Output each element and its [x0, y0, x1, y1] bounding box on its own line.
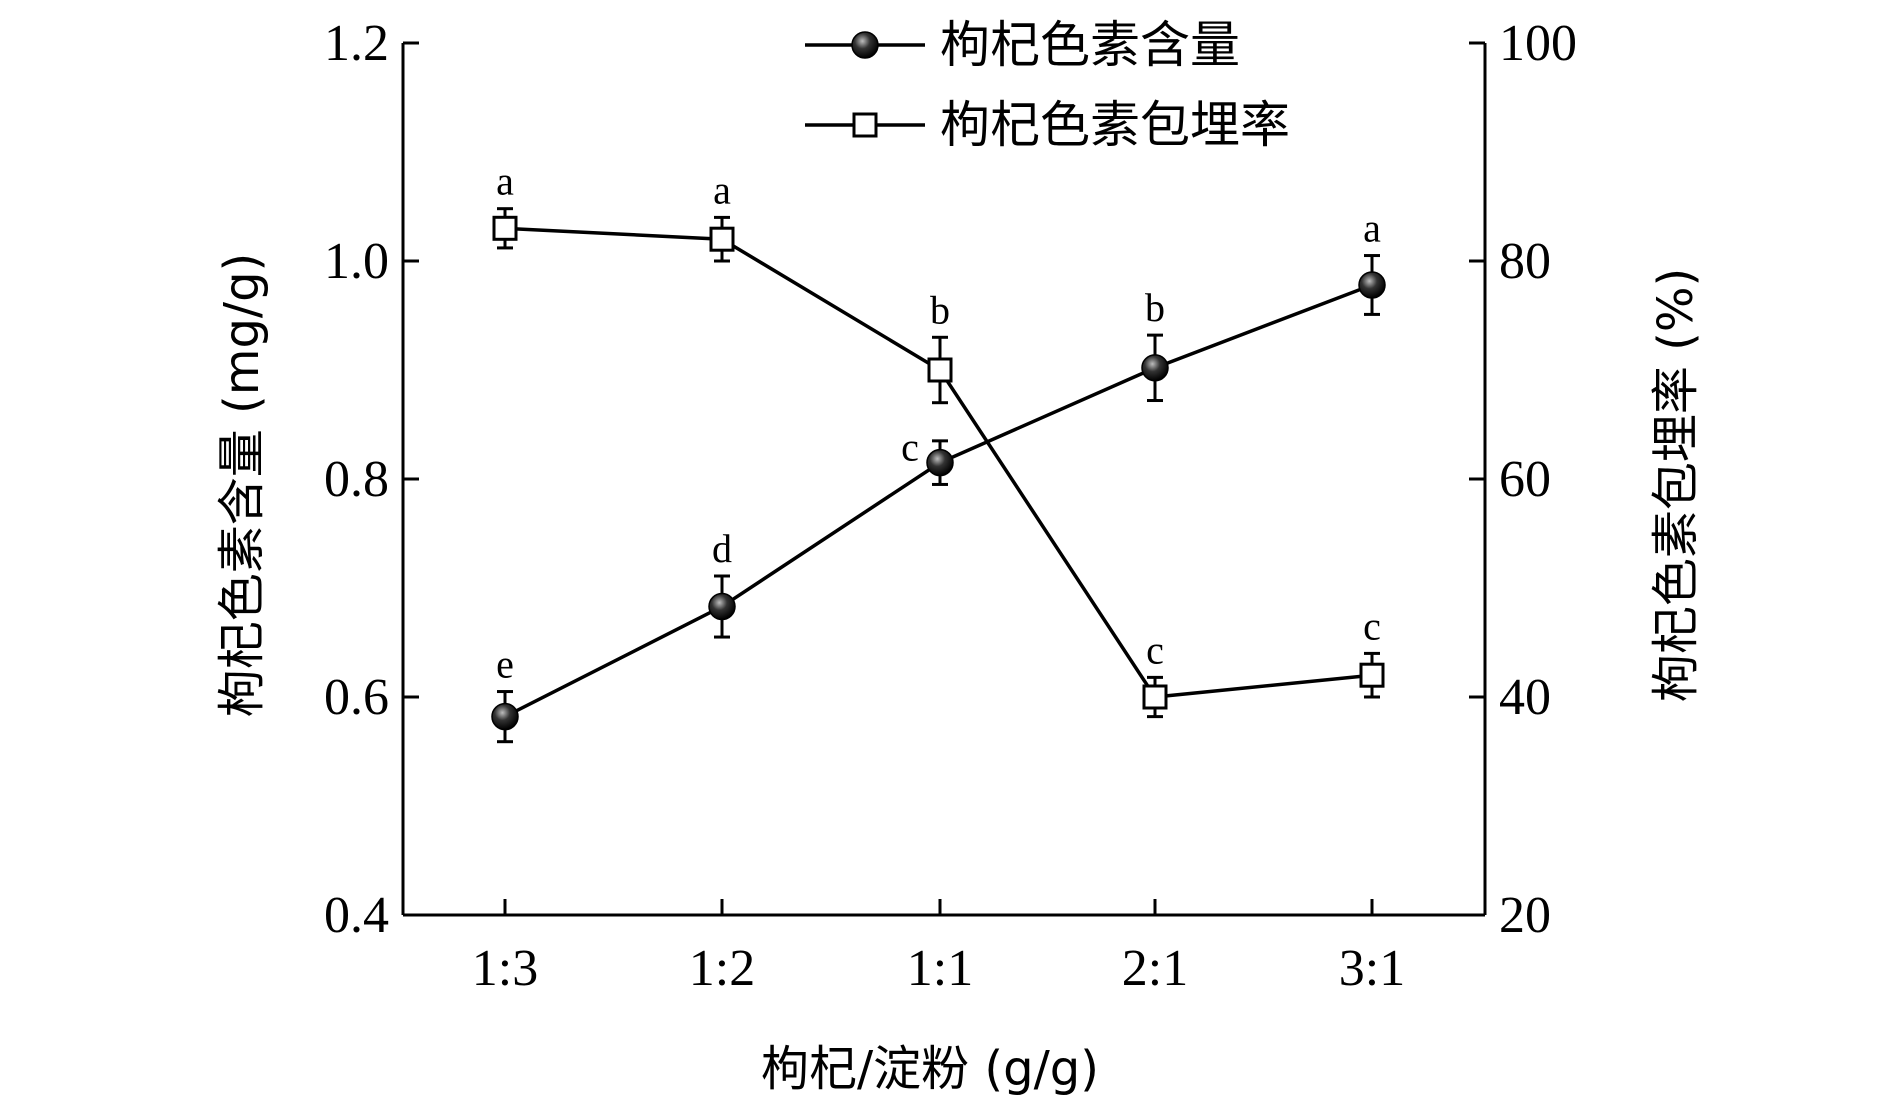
data-point	[927, 357, 953, 383]
y2-tick-label: 20	[1499, 887, 1551, 944]
y-tick-label: 1.0	[324, 233, 389, 290]
x-tick-label: 3:1	[1339, 940, 1405, 997]
x-tick-label: 1:2	[689, 940, 755, 997]
y2-axis-title: 枸杞色素包埋率 (%)	[1648, 268, 1704, 702]
significance-letter: e	[496, 642, 514, 687]
significance-letter: c	[1146, 627, 1164, 672]
data-point	[1142, 684, 1168, 710]
significance-letter: c	[1363, 603, 1381, 648]
legend-marker	[852, 112, 878, 138]
data-point	[1359, 662, 1385, 688]
data-point	[926, 448, 954, 477]
significance-letter: c	[901, 425, 919, 470]
y2-tick-label: 80	[1499, 233, 1551, 290]
data-point	[708, 592, 736, 621]
y-tick-label: 0.4	[324, 887, 389, 944]
x-tick-label: 1:3	[472, 940, 538, 997]
series-2: a a b c c	[492, 159, 1385, 719]
x-tick-label: 2:1	[1122, 940, 1188, 997]
legend-label: 枸杞色素包埋率	[940, 96, 1290, 154]
significance-letter: b	[930, 287, 950, 332]
y-tick-label: 0.6	[324, 669, 389, 726]
y-axis-title: 枸杞色素含量 (mg/g)	[214, 253, 270, 718]
series-layer: e d c b a a a b c c	[491, 159, 1386, 744]
significance-letter: a	[496, 159, 514, 204]
legend-label: 枸杞色素含量	[940, 16, 1240, 74]
data-point	[491, 702, 519, 731]
legend-marker	[851, 31, 879, 59]
y2-tick-label: 40	[1499, 669, 1551, 726]
significance-letter: a	[713, 167, 731, 212]
significance-letter: b	[1145, 285, 1165, 330]
data-point	[709, 226, 735, 252]
axes: 0.4 0.6 0.8 1.0 1.2 20 40 60 80 100 1:3 1:2 1:1 2:1 3:…	[324, 15, 1577, 997]
significance-letter: d	[712, 526, 732, 571]
series-1: e d c b a	[491, 206, 1386, 744]
y-tick-label: 1.2	[324, 15, 389, 72]
y-tick-label: 0.8	[324, 451, 389, 508]
y2-tick-label: 100	[1499, 15, 1577, 72]
data-point	[492, 215, 518, 241]
data-point	[1141, 354, 1169, 382]
data-point	[1358, 271, 1386, 299]
x-tick-label: 1:1	[907, 940, 973, 997]
significance-letter: a	[1363, 206, 1381, 251]
x-axis-title: 枸杞/淀粉 (g/g)	[761, 1041, 1099, 1097]
y2-tick-label: 60	[1499, 451, 1551, 508]
